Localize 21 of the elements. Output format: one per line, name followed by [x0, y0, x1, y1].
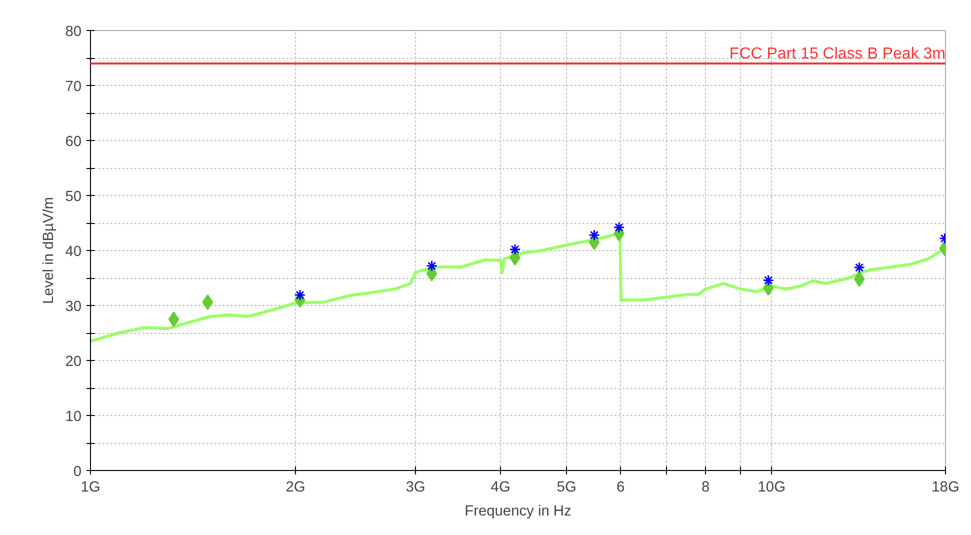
y-tick-label: 10	[65, 409, 82, 425]
ref-line-label: FCC Part 15 Class B Peak 3m	[729, 46, 946, 62]
x-tick-label: 8	[702, 480, 710, 496]
x-tick-label: 4G	[490, 480, 510, 496]
x-tick-label: 1G	[80, 480, 100, 496]
y-tick-label: 0	[73, 464, 82, 480]
x-tick-label: 2G	[286, 480, 306, 496]
y-tick-label: 70	[65, 79, 82, 95]
x-tick-label: 3G	[406, 480, 426, 496]
y-tick-label: 40	[65, 244, 82, 260]
y-tick-label: 20	[65, 354, 82, 370]
x-tick-label: 5G	[556, 480, 576, 496]
x-tick-label: 18G	[932, 480, 960, 496]
y-tick-label: 30	[65, 299, 82, 315]
x-axis-title: Frequency in Hz	[464, 504, 572, 520]
y-tick-label: 60	[65, 134, 82, 150]
y-tick-label: 80	[65, 24, 82, 40]
x-tick-label: 10G	[758, 480, 786, 496]
y-axis-title: Level in dBµV/m	[41, 196, 58, 304]
x-tick-label: 6	[616, 480, 625, 496]
y-tick-label: 50	[65, 189, 82, 205]
